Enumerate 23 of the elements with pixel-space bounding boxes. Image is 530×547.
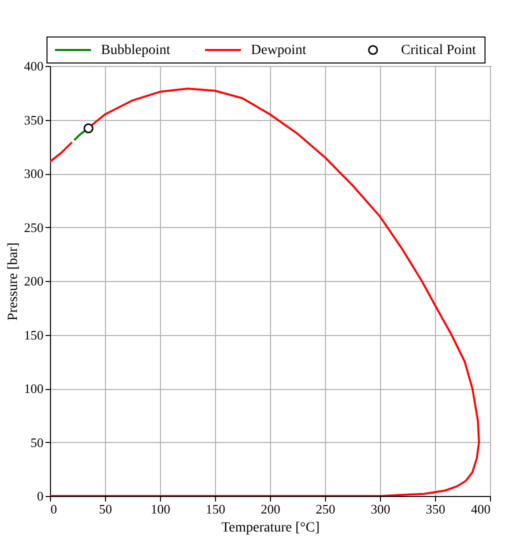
- y-tick-label: 250: [24, 220, 44, 235]
- x-tick-label: 250: [316, 502, 336, 516]
- x-tick-label: 300: [370, 502, 390, 516]
- x-tick-label: 200: [260, 502, 280, 516]
- x-tick-label: 150: [206, 502, 226, 516]
- y-tick-label: 200: [24, 274, 44, 288]
- legend-label: Critical Point: [401, 43, 476, 58]
- x-tick-label: 400: [471, 502, 490, 516]
- y-tick-label: 150: [24, 327, 44, 342]
- x-tick-label: 50: [99, 502, 112, 516]
- legend-label: Dewpoint: [251, 43, 306, 58]
- y-tick-label: 400: [24, 58, 44, 74]
- legend-label: Bubblepoint: [101, 43, 170, 58]
- x-tick-label: 100: [150, 502, 170, 516]
- y-tick-label: 350: [24, 112, 44, 128]
- y-tick-label: 0: [37, 488, 44, 504]
- y-axis-title: Pressure [bar]: [6, 242, 21, 321]
- x-tick-label: 350: [426, 502, 446, 516]
- y-tick-label: 300: [24, 166, 44, 181]
- y-tick-label: 100: [24, 381, 44, 396]
- y-tick-label: 50: [30, 434, 44, 450]
- x-axis-title: Temperature [°C]: [221, 520, 320, 536]
- x-tick-label: 0: [50, 502, 57, 516]
